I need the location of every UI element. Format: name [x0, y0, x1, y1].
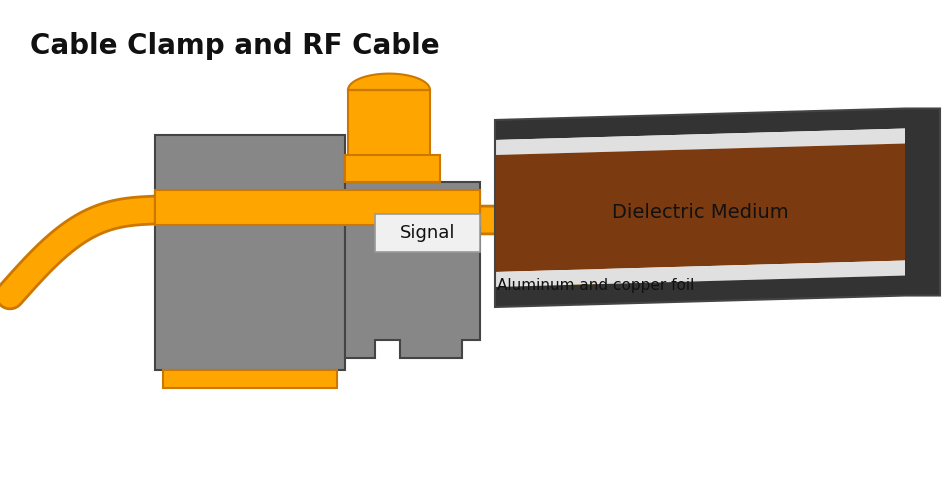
Polygon shape: [495, 276, 905, 307]
Polygon shape: [345, 155, 440, 182]
FancyBboxPatch shape: [375, 214, 480, 252]
Text: Dielectric Medium: Dielectric Medium: [612, 202, 788, 222]
Text: Aluminum and copper foil: Aluminum and copper foil: [497, 278, 694, 293]
Text: Signal: Signal: [400, 224, 456, 242]
Polygon shape: [155, 135, 345, 370]
Polygon shape: [495, 128, 905, 155]
Polygon shape: [345, 182, 480, 358]
Polygon shape: [155, 190, 480, 225]
Polygon shape: [905, 108, 940, 296]
Polygon shape: [495, 144, 905, 272]
Polygon shape: [495, 108, 905, 140]
Text: Cable Clamp and RF Cable: Cable Clamp and RF Cable: [30, 32, 439, 60]
Polygon shape: [163, 370, 337, 388]
Polygon shape: [348, 74, 430, 90]
Polygon shape: [495, 260, 905, 287]
Polygon shape: [348, 90, 430, 182]
